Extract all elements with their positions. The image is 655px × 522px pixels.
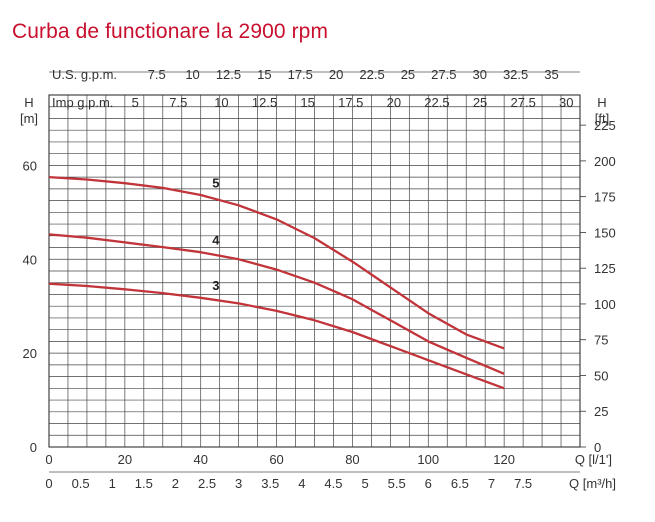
x-tick-label-m3h: 4.5 bbox=[324, 476, 342, 491]
y-axis-label-left-unit: [m] bbox=[20, 111, 38, 126]
x-tick-label-lmin: 80 bbox=[345, 452, 359, 467]
x-tick-label-us-gpm: 22.5 bbox=[359, 67, 384, 82]
x-tick-label-imp-gpm: 10 bbox=[214, 95, 228, 110]
x-tick-label-us-gpm: 25 bbox=[401, 67, 415, 82]
y-tick-label-ft: 175 bbox=[594, 190, 616, 205]
y-axis-label-right-h: H bbox=[597, 95, 606, 110]
x-tick-label-imp-gpm: 20 bbox=[387, 95, 401, 110]
x-tick-label-imp-gpm: 30 bbox=[559, 95, 573, 110]
x-tick-label-m3h: 0 bbox=[45, 476, 52, 491]
x-tick-label-m3h: 5 bbox=[361, 476, 368, 491]
x-tick-label-m3h: 4 bbox=[298, 476, 305, 491]
x-tick-label-lmin: 60 bbox=[269, 452, 283, 467]
curve-label-3: 3 bbox=[212, 278, 219, 293]
y-tick-label-ft: 150 bbox=[594, 225, 616, 240]
x-tick-label-lmin: 0 bbox=[45, 452, 52, 467]
x-tick-label-imp-gpm: 15 bbox=[300, 95, 314, 110]
x-tick-label-imp-gpm: 17.5 bbox=[338, 95, 363, 110]
x-tick-label-us-gpm: 32.5 bbox=[503, 67, 528, 82]
y-tick-label-ft: 100 bbox=[594, 297, 616, 312]
performance-curves bbox=[48, 175, 505, 390]
x-tick-label-us-gpm: 17.5 bbox=[288, 67, 313, 82]
y-tick-label-ft: 125 bbox=[594, 261, 616, 276]
x-tick-label-m3h: 7.5 bbox=[514, 476, 532, 491]
x-tick-label-m3h: 6 bbox=[425, 476, 432, 491]
x-tick-label-m3h: 3 bbox=[235, 476, 242, 491]
x-tick-label-imp-gpm: 27.5 bbox=[511, 95, 536, 110]
x-tick-label-us-gpm: 7.5 bbox=[148, 67, 166, 82]
x-tick-label-imp-gpm: 7.5 bbox=[169, 95, 187, 110]
curve-series-3 bbox=[48, 282, 505, 390]
chart-title: Curba de functionare la 2900 rpm bbox=[12, 20, 329, 43]
y-tick-label-ft: 0 bbox=[594, 440, 601, 455]
x-tick-label-m3h: 2 bbox=[172, 476, 179, 491]
plot-border bbox=[48, 94, 581, 448]
x-tick-label-m3h: 5.5 bbox=[388, 476, 406, 491]
y-tick-label-m: 40 bbox=[23, 252, 37, 267]
y-tick-label-ft: 75 bbox=[594, 333, 608, 348]
x-tick-label-m3h: 7 bbox=[488, 476, 495, 491]
plot-frame bbox=[48, 71, 581, 473]
x-tick-label-imp-gpm: 22.5 bbox=[424, 95, 449, 110]
x-tick-label-imp-gpm: 12.5 bbox=[252, 95, 277, 110]
x-tick-label-us-gpm: 20 bbox=[329, 67, 343, 82]
x-tick-label-us-gpm: 15 bbox=[257, 67, 271, 82]
y-tick-label-m: 20 bbox=[23, 346, 37, 361]
x-tick-label-m3h: 1 bbox=[109, 476, 116, 491]
x-tick-label-lmin: 120 bbox=[493, 452, 515, 467]
x-tick-label-imp-gpm: 25 bbox=[473, 95, 487, 110]
y-tick-label-ft: 50 bbox=[594, 368, 608, 383]
x-tick-label-us-gpm: 35 bbox=[544, 67, 558, 82]
x-tick-label-lmin: 20 bbox=[118, 452, 132, 467]
curve-series-5 bbox=[48, 175, 505, 350]
x-tick-label-m3h: 2.5 bbox=[198, 476, 216, 491]
x-tick-label-us-gpm: 10 bbox=[185, 67, 199, 82]
x-tick-label-us-gpm: 30 bbox=[472, 67, 486, 82]
x-tick-label-imp-gpm: 5 bbox=[132, 95, 139, 110]
x-tick-label-m3h: 6.5 bbox=[451, 476, 469, 491]
x-tick-label-lmin: 100 bbox=[417, 452, 439, 467]
grid-lines bbox=[48, 94, 581, 448]
curve-label-5: 5 bbox=[212, 175, 219, 190]
x-tick-label-us-gpm: 27.5 bbox=[431, 67, 456, 82]
curve-series-4 bbox=[48, 233, 505, 375]
curve-label-4: 4 bbox=[212, 233, 220, 248]
x-tick-label-us-gpm: 12.5 bbox=[216, 67, 241, 82]
x-tick-label-m3h: 1.5 bbox=[135, 476, 153, 491]
top-axis-label-imp-gpm: Imp g.p.m. bbox=[52, 95, 113, 110]
y-axis-label-left-h: H bbox=[24, 95, 33, 110]
x-axis-label-lmin: Q [l/1'] bbox=[575, 452, 612, 467]
y-tick-label-ft: 225 bbox=[594, 118, 616, 133]
y-tick-label-ft: 200 bbox=[594, 154, 616, 169]
top-axis-label-us-gpm: U.S. g.p.m. bbox=[52, 67, 117, 82]
x-tick-label-m3h: 3.5 bbox=[261, 476, 279, 491]
y-tick-label-ft: 25 bbox=[594, 404, 608, 419]
x-tick-label-lmin: 40 bbox=[193, 452, 207, 467]
y-axis-label-right-unit: [ft] bbox=[595, 111, 609, 126]
y-tick-label-m: 0 bbox=[30, 440, 37, 455]
y-tick-label-m: 60 bbox=[23, 158, 37, 173]
x-tick-label-m3h: 0.5 bbox=[72, 476, 90, 491]
x-axis-label-m3h: Q [m³/h] bbox=[569, 476, 616, 491]
